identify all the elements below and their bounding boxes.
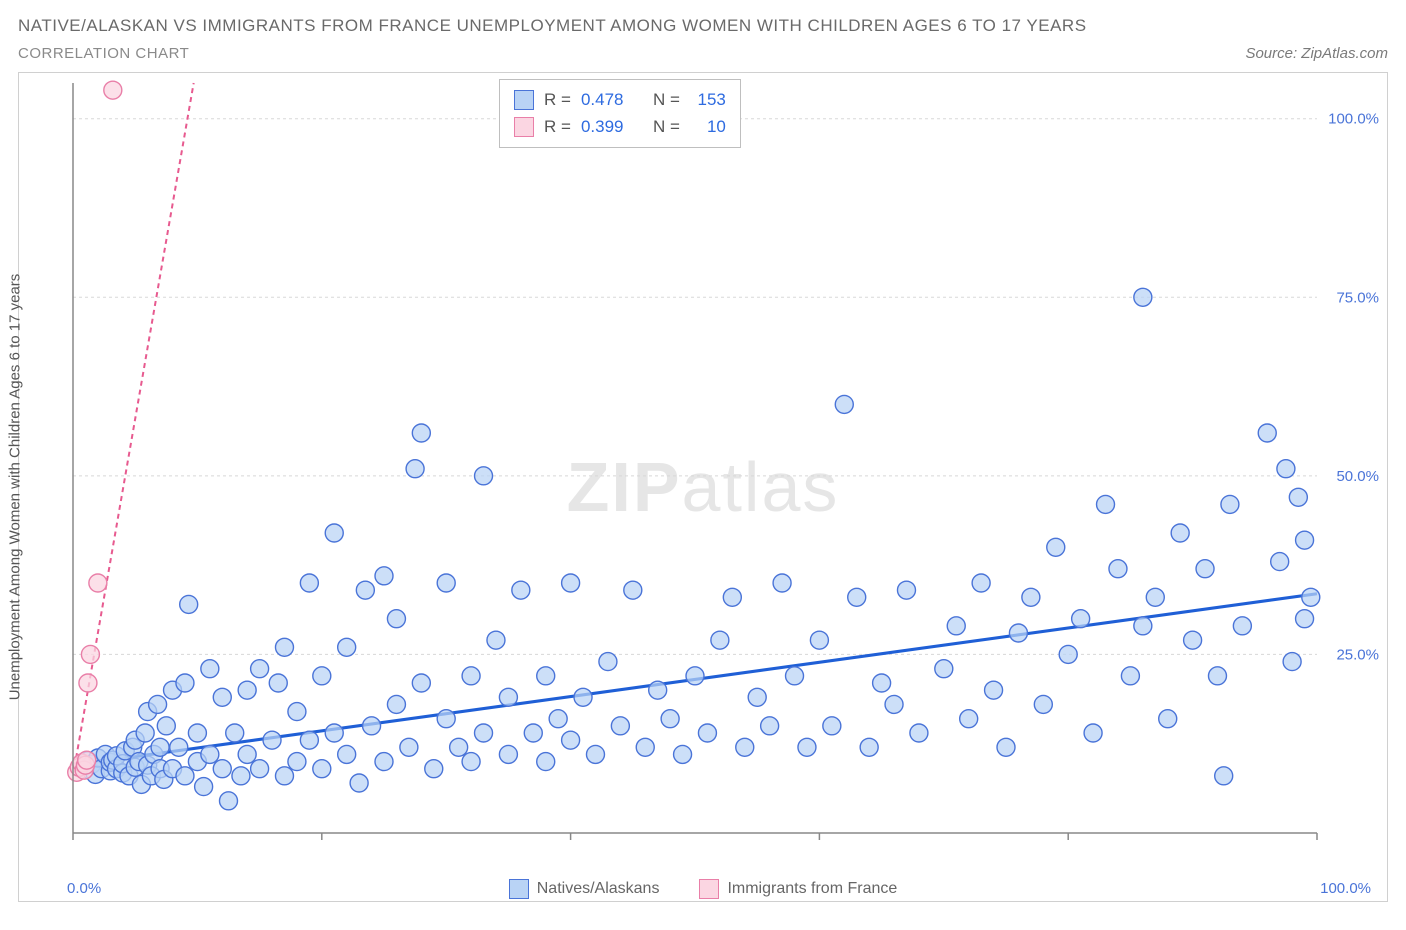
svg-text:25.0%: 25.0% bbox=[1336, 647, 1379, 664]
source-label: Source: ZipAtlas.com bbox=[1245, 45, 1388, 62]
stats-row-immigrants: R = 0.399 N = 10 bbox=[514, 113, 726, 140]
legend-item-natives: Natives/Alaskans bbox=[509, 879, 660, 899]
svg-text:75.0%: 75.0% bbox=[1336, 289, 1379, 306]
y-axis-label: Unemployment Among Women with Children A… bbox=[7, 274, 24, 701]
chart-subtitle: CORRELATION CHART bbox=[18, 45, 1087, 62]
swatch-blue-icon bbox=[509, 879, 529, 899]
chart-title: NATIVE/ALASKAN VS IMMIGRANTS FROM FRANCE… bbox=[18, 12, 1087, 39]
svg-text:100.0%: 100.0% bbox=[1328, 111, 1379, 128]
stats-row-natives: R = 0.478 N = 153 bbox=[514, 86, 726, 113]
legend: Natives/Alaskans Immigrants from France bbox=[19, 879, 1387, 899]
legend-item-immigrants: Immigrants from France bbox=[699, 879, 897, 899]
chart-container: Unemployment Among Women with Children A… bbox=[18, 72, 1388, 902]
scatter-plot: 25.0% 50.0% 75.0% 100.0% bbox=[61, 73, 1387, 873]
swatch-pink-icon bbox=[699, 879, 719, 899]
swatch-pink-icon bbox=[514, 117, 534, 137]
svg-text:50.0%: 50.0% bbox=[1336, 468, 1379, 485]
correlation-stats-box: R = 0.478 N = 153 R = 0.399 N = 10 bbox=[499, 79, 741, 147]
swatch-blue-icon bbox=[514, 90, 534, 110]
